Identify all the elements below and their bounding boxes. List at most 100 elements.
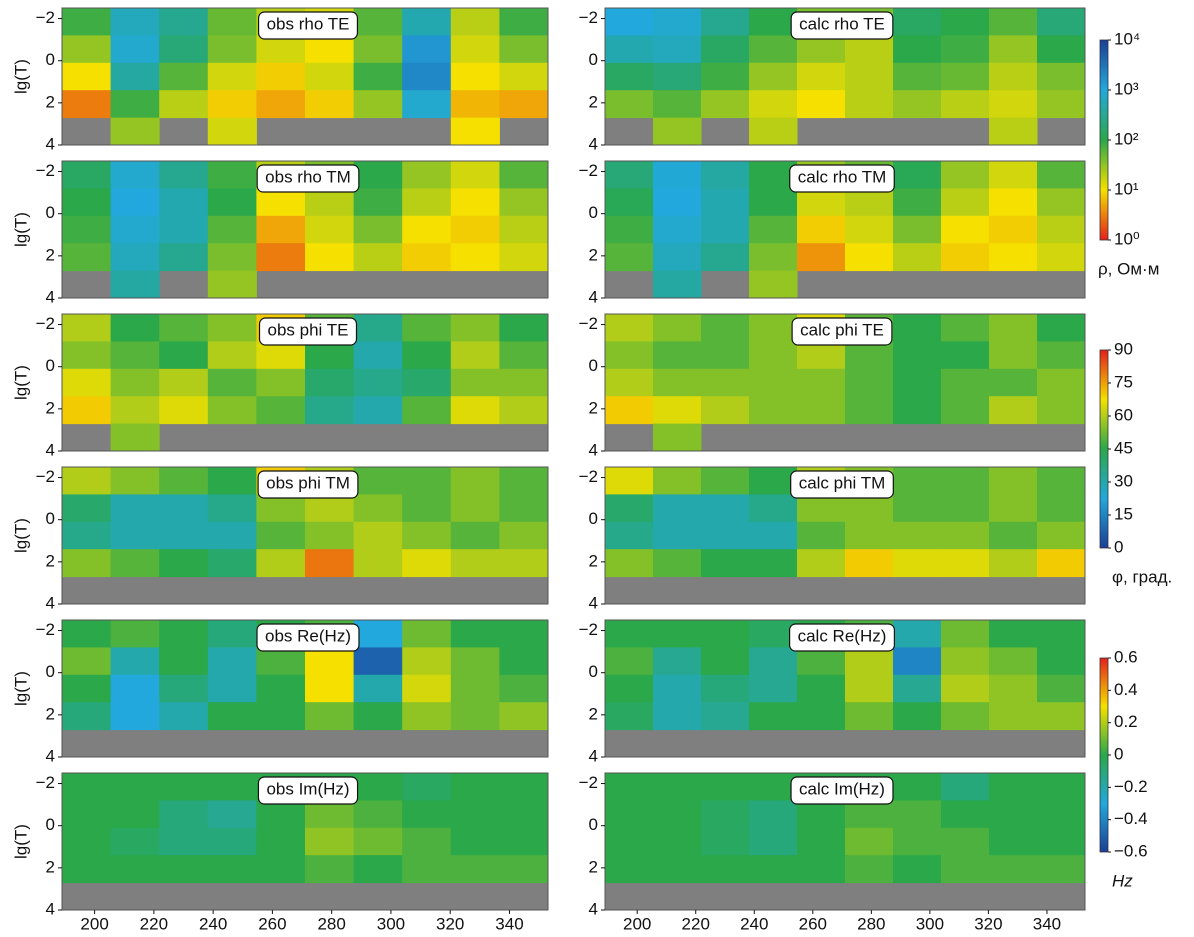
heatmap-cell xyxy=(653,161,702,189)
heatmap-cell xyxy=(605,855,654,884)
y-tick-label: 4 xyxy=(46,134,55,153)
heatmap-cell xyxy=(62,549,112,578)
heatmap-cell xyxy=(256,215,306,244)
y-tick-label: −2 xyxy=(36,8,55,27)
heatmap-cell xyxy=(893,521,942,550)
colorbar-tick-label: 10² xyxy=(1114,129,1139,148)
y-axis-label: lg(T) xyxy=(11,59,30,94)
heatmap-cell xyxy=(450,467,500,495)
heatmap-cell xyxy=(256,90,306,119)
heatmap-cell xyxy=(893,396,942,425)
heatmap-cell xyxy=(1037,855,1086,884)
heatmap-cell xyxy=(653,702,702,731)
heatmap-cell xyxy=(605,188,654,217)
heatmap-cell xyxy=(62,62,112,91)
heatmap-cell xyxy=(797,827,846,856)
heatmap-cell xyxy=(1037,90,1086,119)
heatmap-cell xyxy=(653,62,702,91)
heatmap-cell xyxy=(450,827,500,856)
heatmap-cell xyxy=(893,8,942,36)
panel-title: obs phi TE xyxy=(268,320,349,339)
heatmap-cell xyxy=(110,494,160,523)
heatmap-cell xyxy=(989,161,1038,189)
heatmap-cell xyxy=(941,674,990,703)
heatmap-cell xyxy=(605,35,654,64)
heatmap-cell xyxy=(989,35,1038,64)
heatmap-cell xyxy=(305,521,355,550)
heatmap-cell xyxy=(749,35,798,64)
heatmap-cell xyxy=(893,549,942,578)
heatmap-cell xyxy=(797,521,846,550)
y-tick-label: 2 xyxy=(46,398,55,417)
y-tick-label: 2 xyxy=(46,92,55,111)
heatmap-cell xyxy=(845,396,894,425)
heatmap-cell xyxy=(402,827,452,856)
y-tick-label: 0 xyxy=(46,509,55,528)
heatmap-cell xyxy=(159,674,209,703)
heatmap-cell xyxy=(110,62,160,91)
heatmap-cell xyxy=(450,35,500,64)
panel-title: obs phi TM xyxy=(266,473,350,492)
heatmap-cell xyxy=(402,855,452,884)
heatmap-cell xyxy=(305,243,355,272)
panel-title: calc rho TM xyxy=(798,167,887,186)
y-tick-label: −2 xyxy=(579,161,598,180)
x-tick-label: 280 xyxy=(317,914,345,933)
heatmap-cell xyxy=(305,827,355,856)
colorbar-tick-label: 10¹ xyxy=(1114,179,1139,198)
heatmap-cell xyxy=(62,521,112,550)
heatmap-cell xyxy=(499,90,549,119)
heatmap-cell xyxy=(256,188,306,217)
y-axis-label: lg(T) xyxy=(11,671,30,706)
heatmap-cell xyxy=(450,314,500,342)
heatmap-cell xyxy=(797,90,846,119)
colorbar xyxy=(1099,349,1109,549)
y-tick-label: −2 xyxy=(579,467,598,486)
heatmap-cell xyxy=(653,494,702,523)
colorbar-tick-label: 30 xyxy=(1114,471,1133,490)
heatmap-cell xyxy=(256,647,306,676)
heatmap-cell xyxy=(110,467,160,495)
heatmap-cell xyxy=(893,161,942,189)
heatmap-cell xyxy=(402,8,452,36)
heatmap-cell xyxy=(653,35,702,64)
heatmap-cell xyxy=(450,702,500,731)
heatmap-cell xyxy=(207,647,257,676)
title-box: calc Im(Hz) xyxy=(790,776,894,805)
heatmap-cell xyxy=(110,161,160,189)
heatmap-cell xyxy=(110,314,160,342)
heatmap-cell xyxy=(353,243,403,272)
title-frame xyxy=(258,317,358,346)
title-frame xyxy=(790,776,894,805)
colorbar-tick-label: −0.4 xyxy=(1114,809,1148,828)
heatmap-cell xyxy=(845,62,894,91)
heatmap-cell xyxy=(605,494,654,523)
heatmap-cell xyxy=(989,467,1038,495)
panel-title: calc Im(Hz) xyxy=(799,779,885,798)
heatmap-cell xyxy=(941,341,990,370)
heatmap-cell xyxy=(110,855,160,884)
heatmap-cell xyxy=(893,855,942,884)
heatmap-cell xyxy=(353,773,403,801)
heatmap-cell xyxy=(159,215,209,244)
heatmap-cell xyxy=(499,368,549,397)
heatmap-cell xyxy=(62,35,112,64)
colorbar-tick-label: 0 xyxy=(1114,537,1123,556)
heatmap-cell xyxy=(62,620,112,648)
heatmap-cell xyxy=(989,188,1038,217)
title-frame xyxy=(789,623,895,652)
heatmap-cell xyxy=(62,8,112,36)
heatmap-cell xyxy=(499,855,549,884)
heatmap-cell xyxy=(353,396,403,425)
heatmap-cell xyxy=(353,215,403,244)
heatmap-cell xyxy=(402,188,452,217)
heatmap-cell xyxy=(989,341,1038,370)
heatmap-cell xyxy=(450,773,500,801)
heatmap-cell xyxy=(62,243,112,272)
heatmap-cell xyxy=(605,243,654,272)
heatmap-cell xyxy=(605,396,654,425)
heatmap-cell xyxy=(207,702,257,731)
heatmap-cell xyxy=(845,549,894,578)
y-tick-label: 4 xyxy=(46,746,55,765)
heatmap-cell xyxy=(305,855,355,884)
